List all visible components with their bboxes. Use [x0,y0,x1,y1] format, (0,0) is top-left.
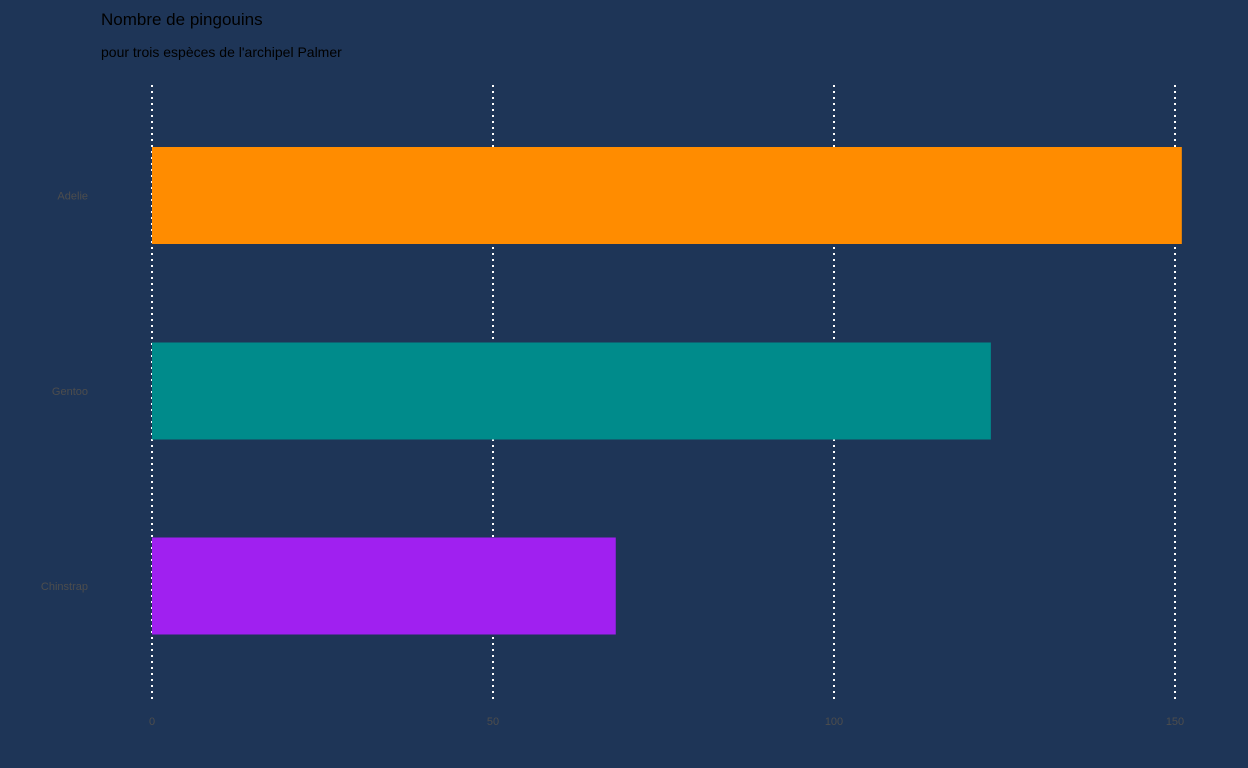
x-tick-label-0: 0 [149,716,155,728]
x-tick-label-100: 100 [825,716,843,728]
bar-chinstrap [152,537,616,635]
bar-gentoo [152,342,991,440]
y-tick-label-adelie: Adelie [57,191,88,203]
bar-adelie [152,147,1182,244]
y-tick-label-chinstrap: Chinstrap [41,581,88,593]
x-tick-label-50: 50 [487,716,499,728]
chart-title: Nombre de pingouins [101,10,263,29]
y-tick-label-gentoo: Gentoo [52,386,88,398]
chart-subtitle: pour trois espèces de l'archipel Palmer [101,44,342,60]
x-tick-label-150: 150 [1166,716,1184,728]
